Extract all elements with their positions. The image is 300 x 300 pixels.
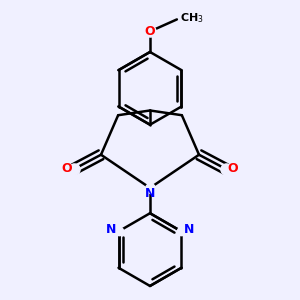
Text: N: N: [184, 223, 195, 236]
Text: O: O: [62, 163, 73, 176]
Text: N: N: [145, 187, 155, 200]
Text: CH$_3$: CH$_3$: [180, 11, 204, 25]
Text: O: O: [227, 163, 238, 176]
Text: N: N: [105, 223, 116, 236]
Text: O: O: [145, 25, 155, 38]
